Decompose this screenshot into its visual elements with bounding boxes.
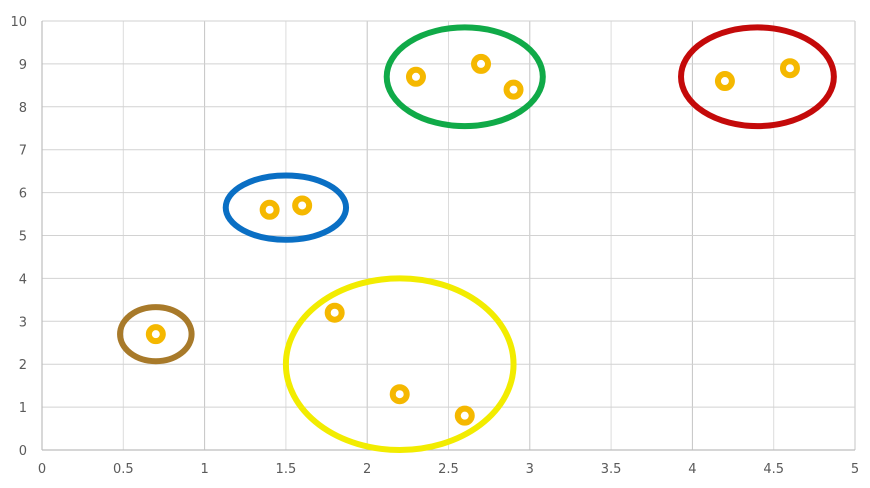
data-points bbox=[145, 53, 800, 426]
data-point bbox=[259, 199, 280, 220]
x-tick-label: 0 bbox=[38, 462, 46, 477]
cluster-ellipse bbox=[282, 275, 517, 454]
y-tick-label: 5 bbox=[19, 230, 27, 245]
x-tick-label: 4.5 bbox=[763, 462, 784, 477]
data-point bbox=[503, 79, 524, 100]
y-tick-label: 9 bbox=[19, 58, 27, 73]
data-point bbox=[292, 195, 313, 216]
y-tick-label: 8 bbox=[19, 101, 27, 116]
x-tick-label: 2 bbox=[363, 462, 371, 477]
cluster-ellipses bbox=[117, 24, 837, 454]
x-tick-label: 5 bbox=[851, 462, 859, 477]
grid-lines bbox=[41, 20, 856, 451]
cluster-ellipse bbox=[383, 24, 546, 130]
data-point bbox=[779, 58, 800, 79]
x-tick-label: 2.5 bbox=[438, 462, 459, 477]
x-tick-label: 0.5 bbox=[113, 462, 134, 477]
cluster-ellipse bbox=[117, 304, 195, 365]
y-tick-label: 3 bbox=[19, 315, 27, 330]
cluster-ellipse bbox=[678, 24, 837, 130]
data-point bbox=[324, 302, 345, 323]
x-tick-label: 4 bbox=[688, 462, 696, 477]
y-tick-label: 0 bbox=[19, 444, 27, 459]
y-axis: 0 1 2 3 4 5 6 7 8 9 10 bbox=[10, 15, 27, 459]
y-tick-label: 4 bbox=[19, 272, 27, 287]
x-tick-label: 1 bbox=[200, 462, 208, 477]
y-tick-label: 1 bbox=[19, 401, 27, 416]
data-point bbox=[389, 384, 410, 405]
y-tick-label: 6 bbox=[19, 187, 27, 202]
y-tick-label: 7 bbox=[19, 144, 27, 159]
x-tick-label: 3 bbox=[526, 462, 534, 477]
data-point bbox=[145, 324, 166, 345]
data-point bbox=[714, 71, 735, 92]
data-point bbox=[405, 66, 426, 87]
x-axis: 0 0.5 1 1.5 2 2.5 3 3.5 4 4.5 5 bbox=[38, 462, 859, 477]
cluster-ellipse bbox=[222, 172, 350, 243]
y-tick-label: 2 bbox=[19, 358, 27, 373]
x-tick-label: 1.5 bbox=[276, 462, 297, 477]
y-tick-label: 10 bbox=[10, 15, 27, 30]
data-point bbox=[454, 405, 475, 426]
data-point bbox=[471, 53, 492, 74]
x-tick-label: 3.5 bbox=[601, 462, 622, 477]
